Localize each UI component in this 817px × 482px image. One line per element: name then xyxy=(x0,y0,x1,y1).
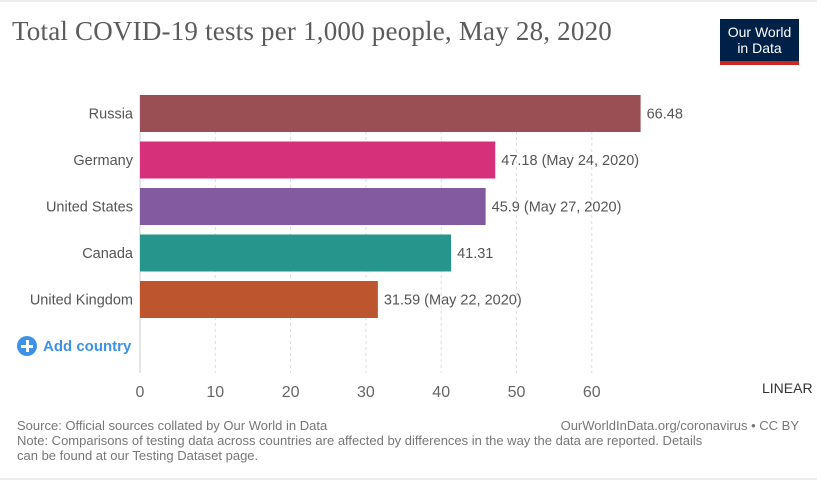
note-text-line-1: Note: Comparisons of testing data across… xyxy=(17,433,703,448)
value-label: 31.59 (May 22, 2020) xyxy=(384,293,522,309)
add-country-label: Add country xyxy=(43,337,132,355)
source-text: Source: Official sources collated by Our… xyxy=(17,418,328,433)
x-tick-label: 50 xyxy=(508,384,526,401)
bars xyxy=(140,95,641,318)
category-label: Russia xyxy=(89,107,134,123)
value-label: 41.31 xyxy=(457,246,493,262)
value-label: 66.48 xyxy=(647,107,683,123)
category-label: Germany xyxy=(73,153,133,169)
bottom-divider xyxy=(0,478,817,480)
category-label: Canada xyxy=(82,246,134,262)
value-labels: 66.48 47.18 (May 24, 2020) 45.9 (May 27, 2… xyxy=(384,107,683,309)
x-tick-label: 10 xyxy=(206,384,224,401)
x-axis-ticks: 0 10 20 30 40 50 60 xyxy=(136,384,601,401)
value-label: 47.18 (May 24, 2020) xyxy=(501,153,639,169)
top-divider xyxy=(0,0,817,2)
plus-circle-icon xyxy=(17,336,37,356)
bar-chart: Russia Germany United States Canada United K… xyxy=(30,95,683,401)
bar-germany[interactable] xyxy=(140,141,496,179)
logo-line-1: Our World xyxy=(727,24,792,40)
add-country-button[interactable]: Add country xyxy=(17,336,131,356)
owid-logo[interactable]: Our World in Data xyxy=(720,19,799,65)
x-tick-label: 30 xyxy=(357,384,375,401)
chart-title: Total COVID-19 tests per 1,000 people, M… xyxy=(12,16,612,46)
x-tick-label: 40 xyxy=(432,384,450,401)
value-label: 45.9 (May 27, 2020) xyxy=(492,200,622,216)
x-tick-label: 60 xyxy=(583,384,601,401)
footer-notes: Source: Official sources collated by Our… xyxy=(17,418,702,463)
bar-united-states[interactable] xyxy=(140,188,486,225)
bar-russia[interactable] xyxy=(140,95,641,132)
category-labels: Russia Germany United States Canada United K… xyxy=(30,107,134,309)
bar-canada[interactable] xyxy=(140,234,452,272)
logo-line-2: in Data xyxy=(737,40,782,56)
x-tick-label: 0 xyxy=(136,384,145,401)
credit-link[interactable]: OurWorldInData.org/coronavirus • CC BY xyxy=(560,418,799,433)
category-label: United States xyxy=(46,200,133,216)
x-tick-label: 20 xyxy=(282,384,300,401)
scale-toggle-button[interactable]: LINEAR xyxy=(762,380,813,396)
category-label: United Kingdom xyxy=(30,293,133,309)
gridlines xyxy=(139,95,593,373)
logo-accent-bar xyxy=(720,61,799,65)
note-text-line-2: can be found at our Testing Dataset page… xyxy=(17,448,259,463)
bar-united-kingdom[interactable] xyxy=(140,281,378,318)
